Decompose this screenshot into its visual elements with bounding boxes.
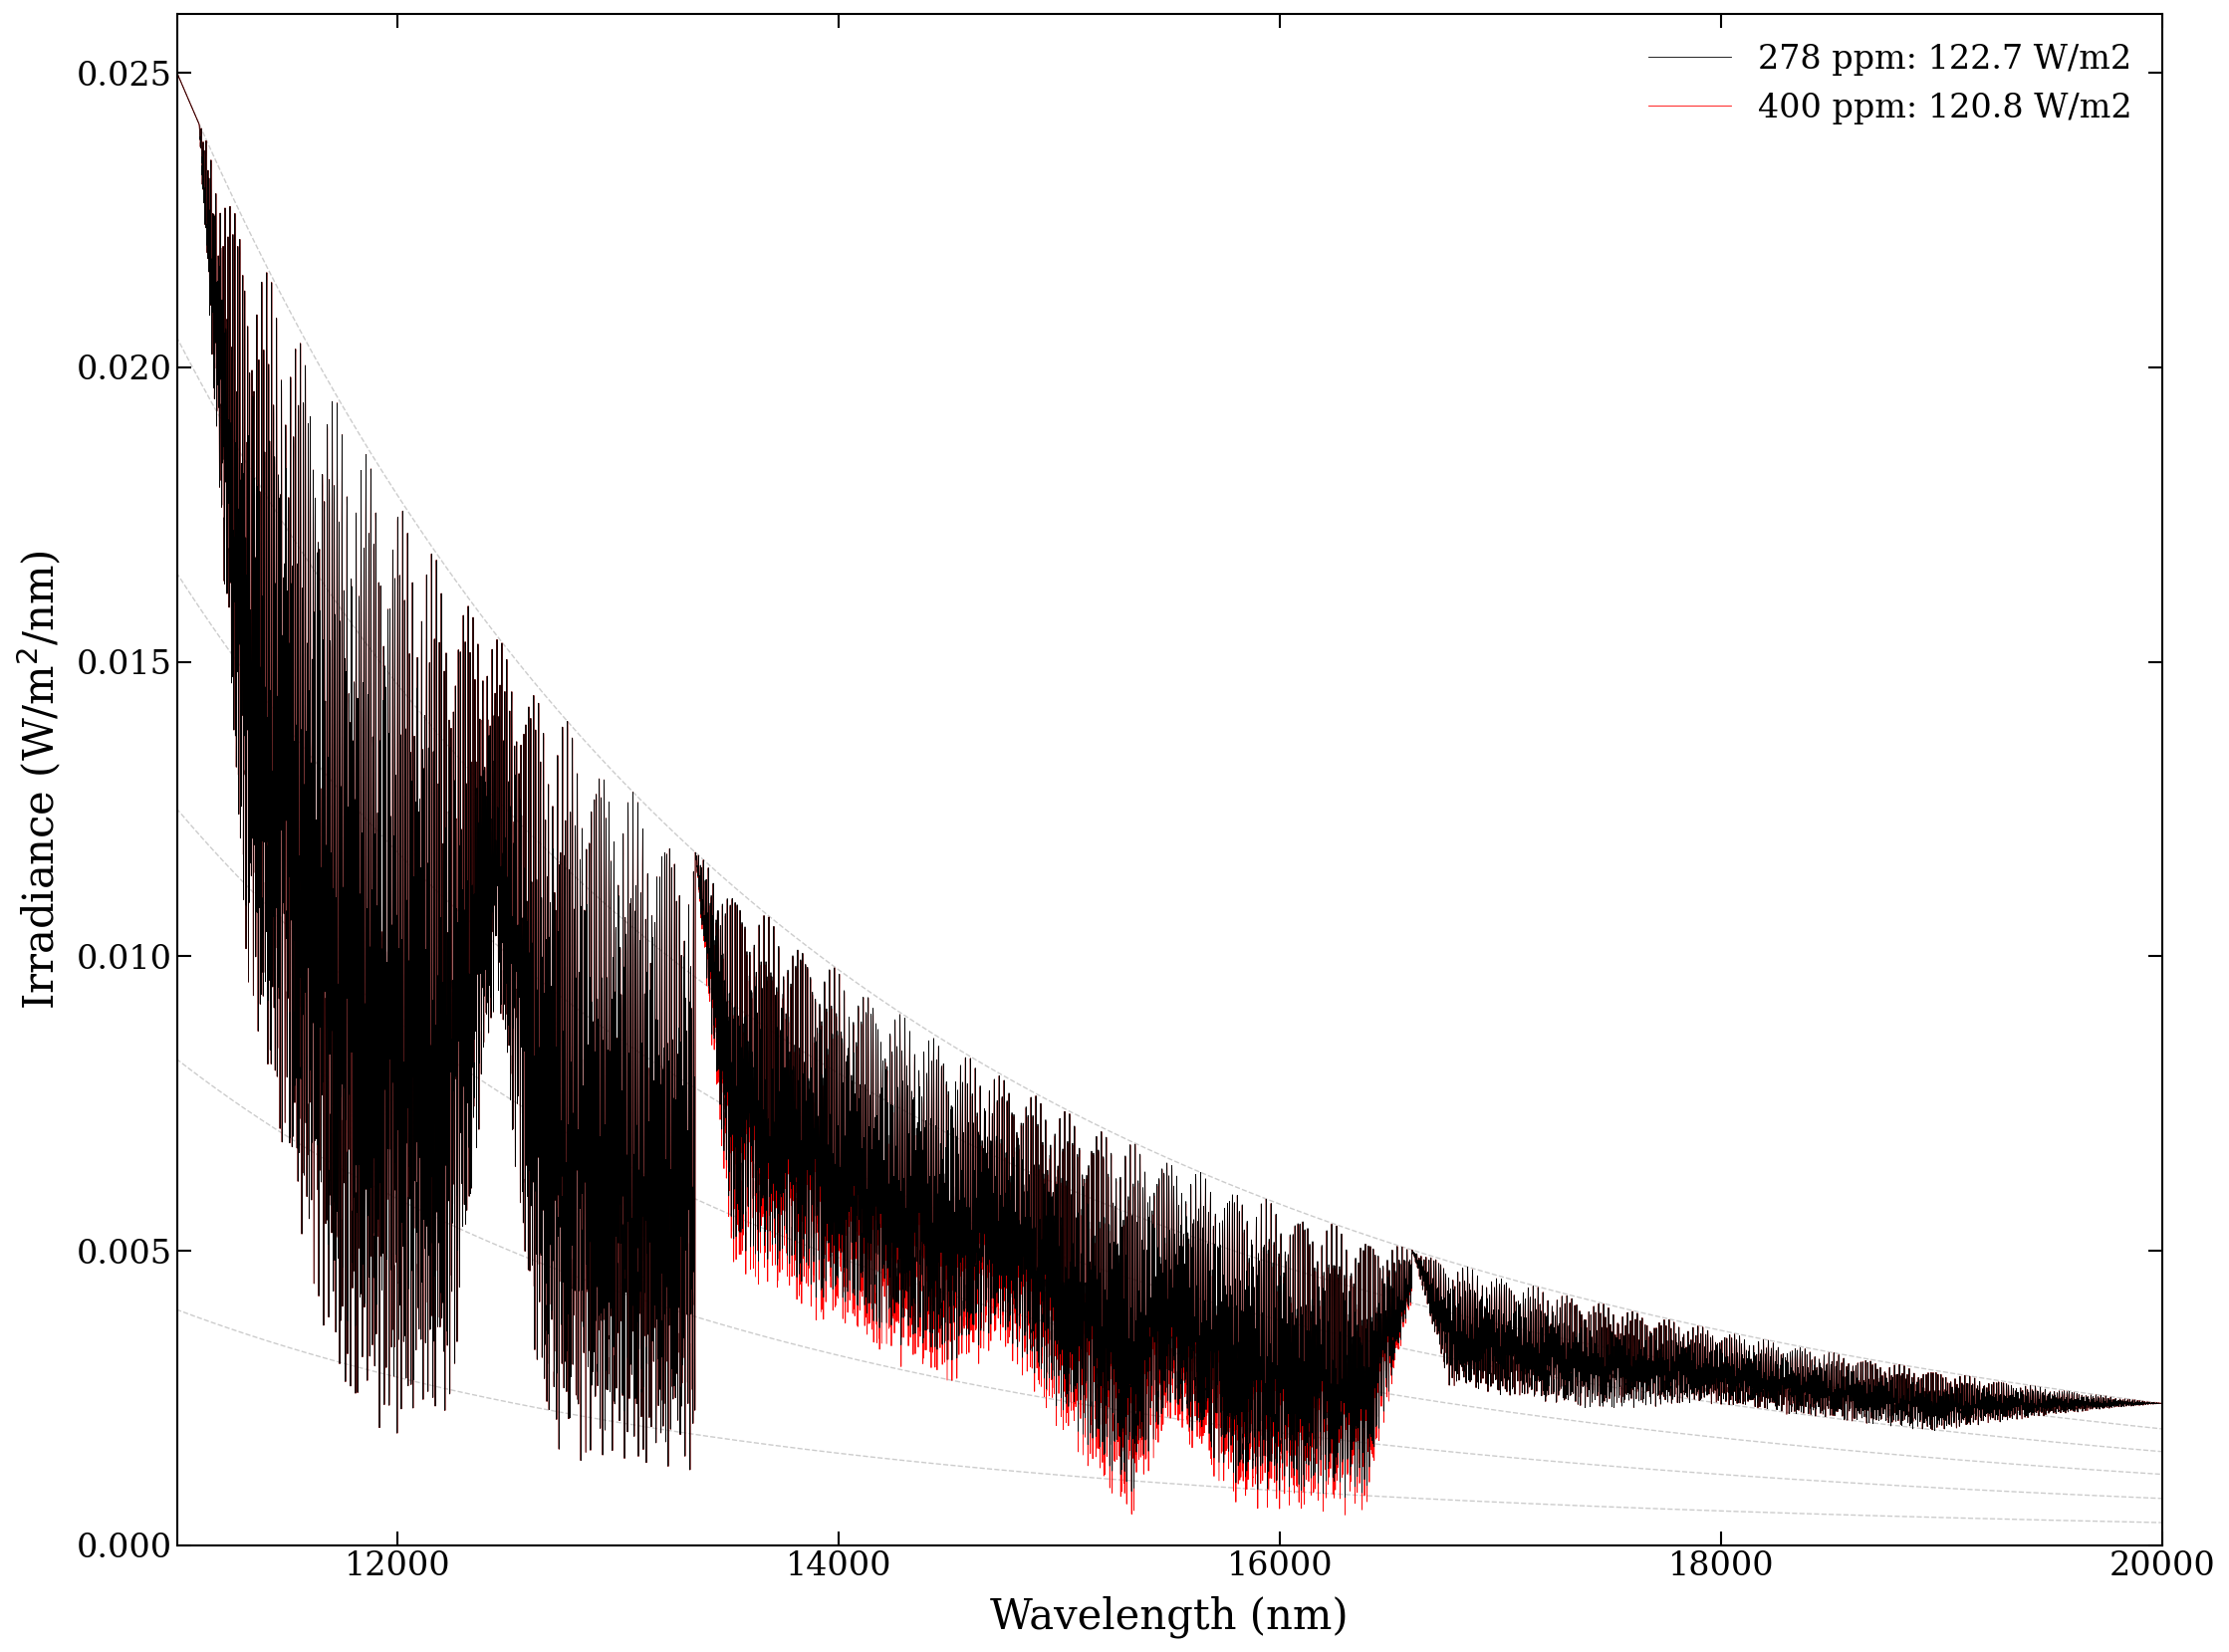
400 ppm: 120.8 W/m2: (1.6e+04, 0.00222): 120.8 W/m2: (1.6e+04, 0.00222) [1259, 1404, 1286, 1424]
Y-axis label: Irradiance (W/m$^2$/nm): Irradiance (W/m$^2$/nm) [13, 550, 62, 1009]
400 ppm: 120.8 W/m2: (1.56e+04, 0.00464): 120.8 W/m2: (1.56e+04, 0.00464) [1186, 1262, 1213, 1282]
278 ppm: 122.7 W/m2: (1.6e+04, 0.00352): 122.7 W/m2: (1.6e+04, 0.00352) [1271, 1328, 1297, 1348]
278 ppm: 122.7 W/m2: (1.6e+04, 0.00244): 122.7 W/m2: (1.6e+04, 0.00244) [1259, 1391, 1286, 1411]
X-axis label: Wavelength (nm): Wavelength (nm) [990, 1596, 1349, 1639]
Line: 400 ppm: 120.8 W/m2: 400 ppm: 120.8 W/m2 [176, 73, 2184, 1515]
278 ppm: 122.7 W/m2: (1.11e+04, 0.0244): 122.7 W/m2: (1.11e+04, 0.0244) [178, 96, 205, 116]
Legend: 278 ppm: 122.7 W/m2, 400 ppm: 120.8 W/m2: 278 ppm: 122.7 W/m2, 400 ppm: 120.8 W/m2 [1636, 30, 2144, 137]
Line: 278 ppm: 122.7 W/m2: 278 ppm: 122.7 W/m2 [176, 73, 2184, 1497]
278 ppm: 122.7 W/m2: (1.1e+04, 0.025): 122.7 W/m2: (1.1e+04, 0.025) [163, 63, 189, 83]
400 ppm: 120.8 W/m2: (1.2e+04, 0.00486): 120.8 W/m2: (1.2e+04, 0.00486) [374, 1249, 401, 1269]
278 ppm: 122.7 W/m2: (1.2e+04, 0.00486): 122.7 W/m2: (1.2e+04, 0.00486) [374, 1249, 401, 1269]
400 ppm: 120.8 W/m2: (1.6e+04, 0.00337): 120.8 W/m2: (1.6e+04, 0.00337) [1271, 1336, 1297, 1356]
278 ppm: 122.7 W/m2: (2.01e+04, 0.00236): 122.7 W/m2: (2.01e+04, 0.00236) [2171, 1396, 2198, 1416]
278 ppm: 122.7 W/m2: (1.63e+04, 0.000817): 122.7 W/m2: (1.63e+04, 0.000817) [1331, 1487, 1357, 1507]
278 ppm: 122.7 W/m2: (1.85e+04, 0.00266): 122.7 W/m2: (1.85e+04, 0.00266) [1814, 1379, 1841, 1399]
400 ppm: 120.8 W/m2: (2.01e+04, 0.00236): 120.8 W/m2: (2.01e+04, 0.00236) [2171, 1396, 2198, 1416]
400 ppm: 120.8 W/m2: (1.1e+04, 0.025): 120.8 W/m2: (1.1e+04, 0.025) [163, 63, 189, 83]
400 ppm: 120.8 W/m2: (1.63e+04, 0.000518): 120.8 W/m2: (1.63e+04, 0.000518) [1331, 1505, 1357, 1525]
400 ppm: 120.8 W/m2: (1.85e+04, 0.00266): 120.8 W/m2: (1.85e+04, 0.00266) [1814, 1379, 1841, 1399]
400 ppm: 120.8 W/m2: (1.11e+04, 0.0244): 120.8 W/m2: (1.11e+04, 0.0244) [178, 96, 205, 116]
278 ppm: 122.7 W/m2: (1.56e+04, 0.00475): 122.7 W/m2: (1.56e+04, 0.00475) [1186, 1256, 1213, 1275]
